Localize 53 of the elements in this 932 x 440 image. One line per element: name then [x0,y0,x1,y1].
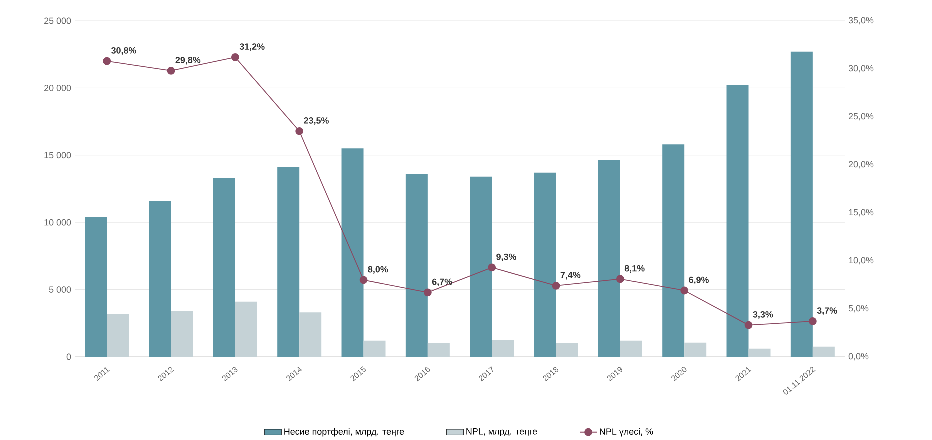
bar [85,217,108,357]
bar [598,160,620,357]
point [808,317,817,326]
data-label: 6,7% [432,278,452,286]
y2-tick-label: 0,0% [848,353,869,361]
data-label: 9,3% [496,254,516,262]
point [552,282,560,290]
bar [534,172,556,357]
data-label: 6,9% [689,276,709,284]
point [424,288,432,296]
point [296,127,304,136]
legend-label: NPL, млрд. теңге [466,428,538,436]
bar [726,85,749,357]
y2-tick-label: 30,0% [848,65,874,73]
point [103,57,112,66]
y2-tick-label: 15,0% [849,209,874,217]
y-tick-label: 0 [66,354,72,360]
bar [406,174,428,357]
legend-label: Несие портфелі, млрд. теңге [284,428,404,437]
data-label: 8,0% [368,266,388,274]
y-tick-label: 15 000 [44,152,72,158]
bar [662,144,685,357]
data-label: 8,1% [624,265,645,273]
y2-tick-label: 35,0% [848,17,874,25]
data-label: 7,4% [560,272,581,280]
data-label: 31,2% [240,43,265,52]
y2-tick-label: 10,0% [849,257,874,265]
point [616,275,624,284]
y-tick-label: 5 000 [49,286,72,293]
data-label: 3,3% [753,311,774,319]
point [488,264,496,272]
point [231,53,240,62]
point [680,286,689,295]
y-tick-label: 10 000 [44,219,72,226]
data-label: 3,7% [817,307,838,316]
point [744,321,753,330]
bar [470,176,492,357]
y-tick-label: 20 000 [44,84,72,92]
bar [790,52,813,357]
point [360,276,368,284]
bar [278,167,300,357]
data-label: 29,8% [176,56,201,65]
bar [342,148,364,357]
data-label: 30,8% [112,47,136,55]
legend-label: NPL үлесі, % [600,428,654,437]
bar [213,178,236,357]
point [167,66,176,75]
data-label: 23,5% [304,117,329,126]
y-tick-label: 25 000 [44,18,72,24]
y2-tick-label: 5,0% [848,305,869,313]
y2-tick-label: 20,0% [848,161,874,169]
bar [149,200,172,357]
y2-tick-label: 25,0% [848,113,874,121]
